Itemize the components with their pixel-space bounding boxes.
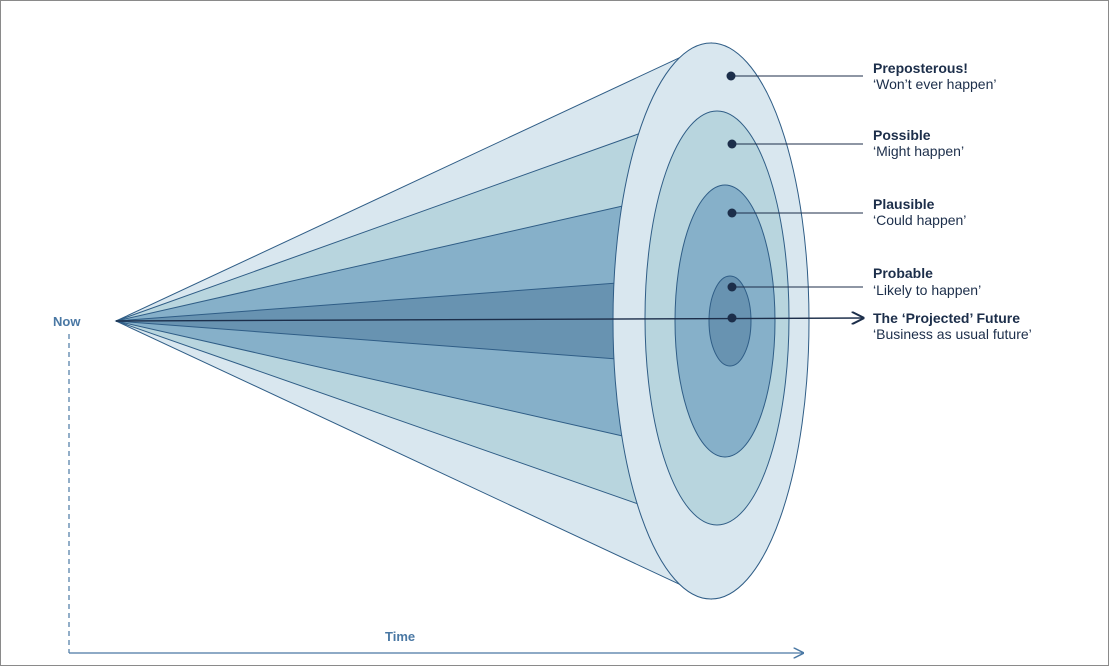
label-title-probable: Probable xyxy=(873,265,933,281)
label-subtitle-projected: ‘Business as usual future’ xyxy=(873,326,1032,342)
leader-dot-preposterous xyxy=(727,72,736,81)
axis-label-time: Time xyxy=(385,629,415,644)
leader-dot-probable xyxy=(728,283,737,292)
label-title-possible: Possible xyxy=(873,127,931,143)
axis-label-now: Now xyxy=(53,314,81,329)
leader-dot-possible xyxy=(728,140,737,149)
label-subtitle-possible: ‘Might happen’ xyxy=(873,143,964,159)
leader-dot-plausible xyxy=(728,209,737,218)
label-title-preposterous: Preposterous! xyxy=(873,60,968,76)
label-title-plausible: Plausible xyxy=(873,196,935,212)
label-subtitle-probable: ‘Likely to happen’ xyxy=(873,282,981,298)
label-subtitle-preposterous: ‘Won’t ever happen’ xyxy=(873,76,996,92)
label-title-projected: The ‘Projected’ Future xyxy=(873,310,1020,326)
label-subtitle-plausible: ‘Could happen’ xyxy=(873,212,966,228)
leader-dot-projected xyxy=(728,314,737,323)
